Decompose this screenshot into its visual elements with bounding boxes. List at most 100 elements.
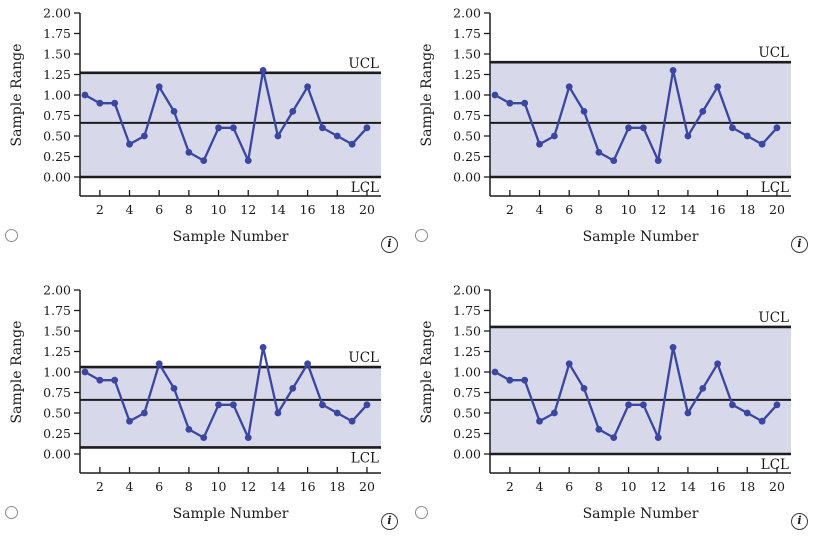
lcl-label: LCL: [351, 180, 379, 196]
y-tick-label: 1.75: [453, 26, 481, 41]
data-point: [140, 132, 148, 140]
y-tick-label: 0.25: [43, 149, 71, 164]
control-band: [490, 326, 791, 454]
x-tick-label: 6: [155, 479, 163, 494]
y-axis-title: Sample Range: [9, 44, 25, 147]
data-point: [126, 417, 133, 425]
data-point: [610, 434, 618, 441]
info-icon-top-left[interactable]: i: [381, 236, 398, 253]
data-point: [289, 108, 297, 115]
data-point: [348, 140, 356, 148]
data-point: [304, 360, 311, 368]
data-point: [333, 132, 341, 140]
data-point: [319, 401, 326, 409]
data-point: [81, 91, 89, 99]
info-icon-bottom-left[interactable]: i: [381, 513, 398, 530]
x-tick-label: 20: [769, 202, 785, 217]
x-tick-label: 8: [185, 202, 193, 217]
data-point: [684, 132, 692, 140]
option-cell-top-right: 0.00 0.25 0.50 0.75 1.00 1.25 1.50 1.75 2.00 2 4 6 8…: [410, 0, 819, 265]
data-point: [185, 149, 193, 156]
y-tick-label: 1.50: [453, 323, 481, 338]
x-axis-title: Sample Number: [173, 506, 289, 522]
data-point: [348, 417, 356, 425]
y-tick-label: 0.00: [43, 169, 71, 184]
y-tick-label: 1.00: [453, 364, 481, 379]
option-cell-top-left: 0.00 0.25 0.50 0.75 1.00 1.25 1.50 1.75 2.00 2 4 6 8…: [0, 0, 409, 265]
y-tick-label: 0.00: [453, 446, 481, 461]
x-tick-label: 6: [155, 202, 163, 217]
ucl-label: UCL: [758, 45, 789, 61]
ucl-label: UCL: [758, 310, 789, 326]
data-point: [155, 360, 163, 368]
y-axis-title: Sample Range: [9, 321, 25, 424]
y-tick-label: 1.75: [43, 26, 71, 41]
y-tick-label: 1.00: [43, 87, 71, 102]
control-chart-top-right: 0.00 0.25 0.50 0.75 1.00 1.25 1.50 1.75 2.00 2 4 6 8…: [419, 5, 791, 245]
info-icon-top-right[interactable]: i: [791, 236, 808, 253]
x-tick-label: 12: [240, 202, 256, 217]
x-tick-label: 4: [126, 202, 134, 217]
data-point: [491, 368, 499, 376]
data-point: [363, 401, 371, 409]
x-tick-label: 16: [710, 479, 726, 494]
option-radio-top-right[interactable]: [415, 229, 428, 242]
data-point: [244, 434, 252, 441]
control-chart-top-left: 0.00 0.25 0.50 0.75 1.00 1.25 1.50 1.75 2.00 2 4 6 8…: [9, 5, 381, 245]
lcl-label: LCL: [761, 457, 789, 473]
x-tick-label: 4: [536, 202, 544, 217]
data-point: [170, 108, 178, 115]
option-radio-bottom-right[interactable]: [415, 506, 428, 519]
data-point: [274, 409, 282, 417]
y-tick-label: 0.00: [43, 446, 71, 461]
y-tick-label: 0.50: [43, 128, 71, 143]
x-tick-label: 20: [359, 479, 375, 494]
x-tick-label: 14: [680, 202, 696, 217]
y-tick-label: 0.75: [43, 108, 71, 123]
option-radio-bottom-left[interactable]: [5, 506, 18, 519]
x-tick-label: 10: [211, 479, 227, 494]
x-tick-label: 4: [536, 479, 544, 494]
data-point: [758, 140, 766, 148]
x-tick-label: 10: [621, 202, 637, 217]
data-point: [595, 426, 603, 433]
option-radio-top-left[interactable]: [5, 229, 18, 242]
data-point: [289, 385, 297, 392]
data-point: [640, 401, 647, 409]
data-point: [126, 140, 133, 148]
info-icon-bottom-right[interactable]: i: [791, 513, 808, 530]
data-point: [304, 83, 311, 91]
y-tick-label: 0.75: [453, 385, 481, 400]
data-point: [714, 83, 721, 91]
data-point: [230, 401, 237, 409]
control-band: [80, 72, 381, 177]
data-point: [491, 91, 499, 99]
y-tick-label: 0.50: [453, 405, 481, 420]
data-point: [506, 99, 514, 107]
data-point: [111, 99, 119, 107]
data-point: [140, 409, 148, 417]
x-tick-label: 14: [680, 479, 696, 494]
y-tick-label: 1.50: [43, 46, 71, 61]
x-tick-label: 16: [300, 202, 316, 217]
data-point: [654, 434, 662, 441]
y-tick-label: 2.00: [43, 5, 71, 20]
x-tick-label: 8: [595, 202, 603, 217]
x-tick-label: 10: [621, 479, 637, 494]
y-tick-label: 1.50: [453, 46, 481, 61]
x-tick-label: 8: [185, 479, 193, 494]
x-tick-label: 8: [595, 479, 603, 494]
data-point: [215, 124, 222, 132]
data-point: [669, 67, 677, 74]
data-point: [699, 108, 707, 115]
x-tick-label: 16: [300, 479, 316, 494]
data-point: [96, 376, 104, 384]
data-point: [580, 108, 588, 115]
data-point: [714, 360, 721, 368]
x-tick-label: 2: [96, 479, 104, 494]
data-point: [259, 344, 267, 351]
y-tick-label: 0.75: [43, 385, 71, 400]
data-point: [333, 409, 341, 417]
x-axis-title: Sample Number: [583, 506, 699, 522]
y-tick-label: 1.75: [43, 303, 71, 318]
